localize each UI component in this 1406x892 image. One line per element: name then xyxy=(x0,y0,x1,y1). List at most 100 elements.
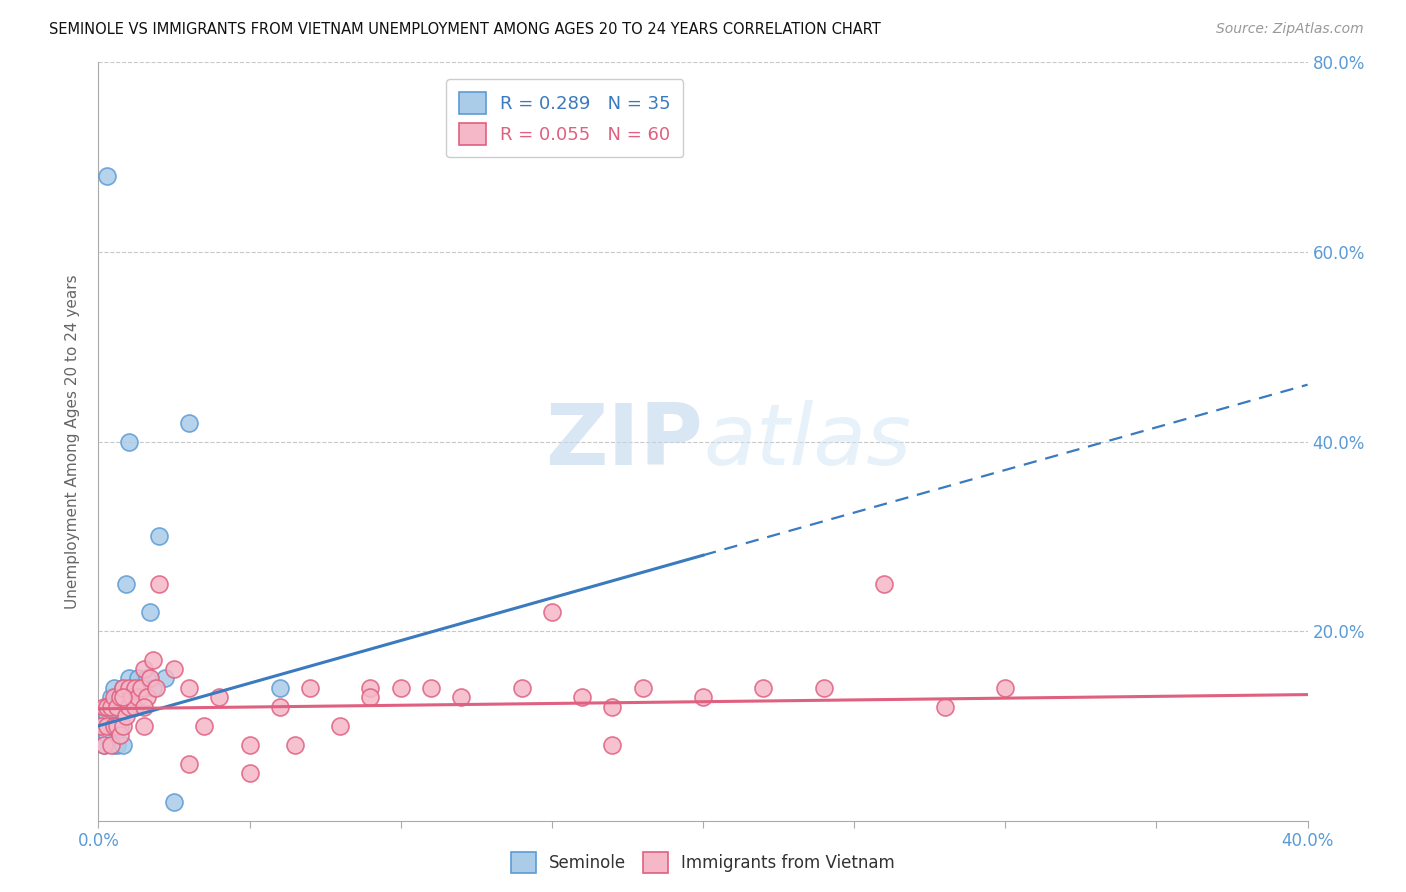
Point xyxy=(139,672,162,686)
Point xyxy=(994,681,1017,695)
Point xyxy=(124,699,146,714)
Point xyxy=(100,719,122,733)
Point xyxy=(105,699,128,714)
Point xyxy=(139,605,162,619)
Point xyxy=(153,672,176,686)
Point xyxy=(132,719,155,733)
Point xyxy=(127,672,149,686)
Point xyxy=(873,576,896,591)
Point xyxy=(103,719,125,733)
Point xyxy=(132,681,155,695)
Point xyxy=(114,576,136,591)
Point xyxy=(145,681,167,695)
Legend: Seminole, Immigrants from Vietnam: Seminole, Immigrants from Vietnam xyxy=(505,846,901,880)
Point xyxy=(132,662,155,676)
Point xyxy=(96,169,118,184)
Point xyxy=(124,681,146,695)
Point xyxy=(108,719,131,733)
Point xyxy=(118,681,141,695)
Point xyxy=(631,681,654,695)
Point xyxy=(111,690,134,705)
Point xyxy=(114,709,136,723)
Point xyxy=(121,690,143,705)
Point xyxy=(118,699,141,714)
Point xyxy=(360,681,382,695)
Point xyxy=(813,681,835,695)
Point xyxy=(132,699,155,714)
Point xyxy=(127,690,149,705)
Point xyxy=(111,681,134,695)
Text: atlas: atlas xyxy=(703,400,911,483)
Point xyxy=(142,681,165,695)
Point xyxy=(129,681,152,695)
Point xyxy=(142,652,165,666)
Text: SEMINOLE VS IMMIGRANTS FROM VIETNAM UNEMPLOYMENT AMONG AGES 20 TO 24 YEARS CORRE: SEMINOLE VS IMMIGRANTS FROM VIETNAM UNEM… xyxy=(49,22,882,37)
Point xyxy=(148,529,170,543)
Point xyxy=(450,690,472,705)
Point xyxy=(510,681,533,695)
Point xyxy=(269,699,291,714)
Point xyxy=(193,719,215,733)
Point xyxy=(360,690,382,705)
Point xyxy=(148,576,170,591)
Point xyxy=(179,681,201,695)
Point xyxy=(934,699,956,714)
Point xyxy=(135,672,157,686)
Text: Source: ZipAtlas.com: Source: ZipAtlas.com xyxy=(1216,22,1364,37)
Legend: R = 0.289   N = 35, R = 0.055   N = 60: R = 0.289 N = 35, R = 0.055 N = 60 xyxy=(446,79,683,157)
Y-axis label: Unemployment Among Ages 20 to 24 years: Unemployment Among Ages 20 to 24 years xyxy=(65,274,80,609)
Point xyxy=(108,690,131,705)
Point xyxy=(118,434,141,449)
Point xyxy=(692,690,714,705)
Point xyxy=(105,690,128,705)
Point xyxy=(420,681,443,695)
Point xyxy=(100,690,122,705)
Point xyxy=(105,738,128,752)
Point xyxy=(602,738,624,752)
Point xyxy=(118,690,141,705)
Point xyxy=(179,416,201,430)
Point xyxy=(103,681,125,695)
Point xyxy=(284,738,307,752)
Point xyxy=(108,728,131,742)
Point xyxy=(299,681,322,695)
Point xyxy=(163,795,186,809)
Point xyxy=(93,738,115,752)
Point xyxy=(129,681,152,695)
Point xyxy=(239,738,262,752)
Point xyxy=(93,719,115,733)
Point xyxy=(96,699,118,714)
Point xyxy=(118,672,141,686)
Point xyxy=(111,738,134,752)
Point xyxy=(111,719,134,733)
Point xyxy=(179,756,201,771)
Point xyxy=(602,699,624,714)
Point xyxy=(329,719,352,733)
Point xyxy=(105,719,128,733)
Point xyxy=(135,690,157,705)
Point xyxy=(100,738,122,752)
Point xyxy=(100,699,122,714)
Point xyxy=(111,681,134,695)
Point xyxy=(208,690,231,705)
Point xyxy=(93,738,115,752)
Point xyxy=(108,690,131,705)
Point xyxy=(96,728,118,742)
Point xyxy=(103,719,125,733)
Point xyxy=(124,681,146,695)
Point xyxy=(103,690,125,705)
Point xyxy=(239,766,262,780)
Point xyxy=(121,690,143,705)
Point xyxy=(752,681,775,695)
Text: ZIP: ZIP xyxy=(546,400,703,483)
Point xyxy=(540,605,562,619)
Point xyxy=(571,690,593,705)
Point xyxy=(269,681,291,695)
Point xyxy=(96,709,118,723)
Point xyxy=(163,662,186,676)
Point xyxy=(103,738,125,752)
Point xyxy=(96,699,118,714)
Point xyxy=(90,719,112,733)
Point xyxy=(96,719,118,733)
Point xyxy=(389,681,412,695)
